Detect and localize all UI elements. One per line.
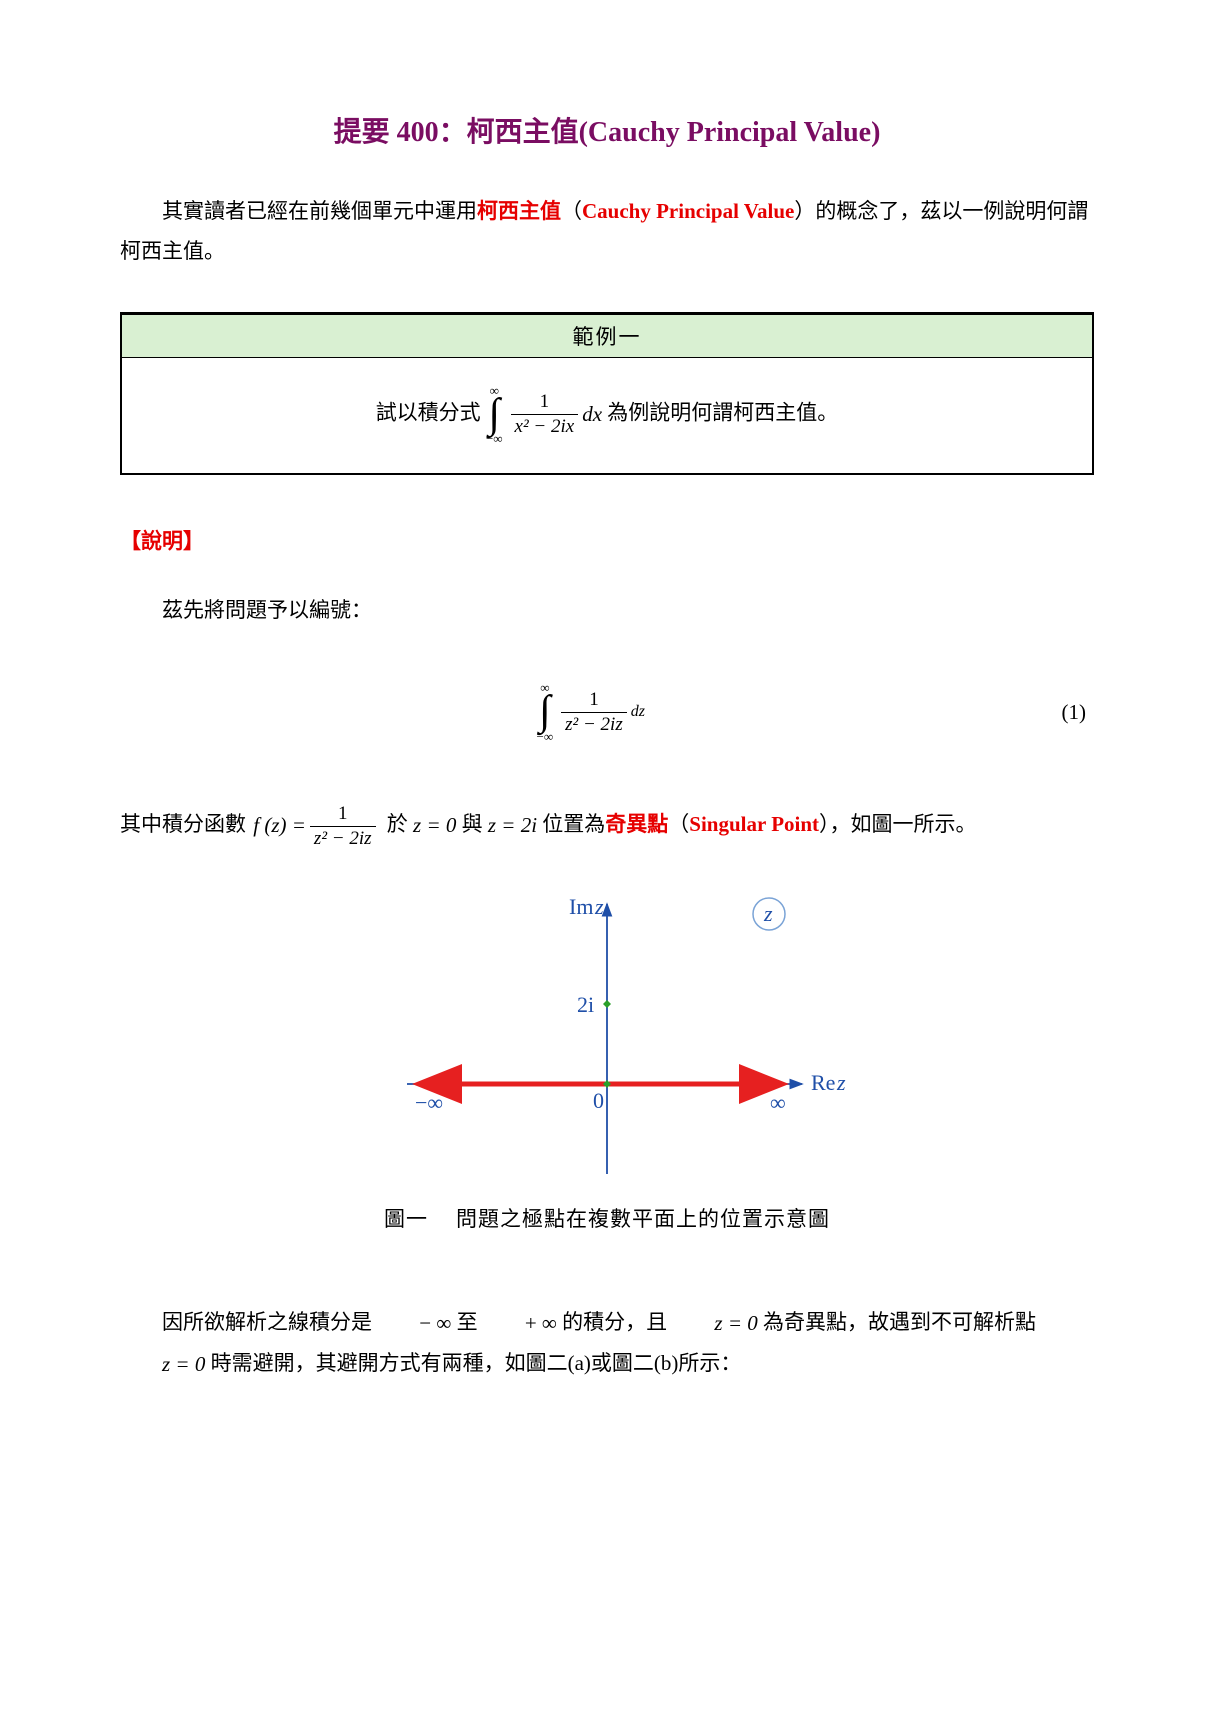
fig1-cap-b: 問題之極點在複數平面上的位置示意圖 [456, 1207, 830, 1231]
para2-mid1: 於 [387, 812, 408, 836]
origin-label: 0 [593, 1088, 604, 1113]
para2-term-zh: 奇異點 [605, 812, 668, 836]
intro-paren-open: （ [561, 199, 582, 223]
re-z: z [836, 1070, 846, 1095]
intro-paren-close: ） [794, 199, 815, 223]
para2-post: ，如圖一所示。 [830, 812, 977, 836]
eq1-frac-num: 1 [585, 689, 603, 712]
para3-d: z = 0 [120, 1345, 205, 1385]
tick-2i: 2i [577, 992, 594, 1017]
para3-a: − ∞ [377, 1304, 451, 1344]
section-label: 【說明】 [120, 525, 1094, 555]
im-label: Im [569, 894, 593, 919]
im-z: z [594, 894, 604, 919]
example-body: 試以積分式 ∞ ∫ −∞ 1 x² − 2ix dx 為例說明何謂柯西主值。 [122, 358, 1092, 474]
para2-frac-den: z² − 2iz [314, 828, 372, 849]
paragraph-1: 茲先將問題予以編號： [120, 591, 1094, 631]
example-post: 為例說明何謂柯西主值。 [607, 400, 838, 424]
fig1-cap-a: 圖一 [384, 1207, 428, 1231]
para2-pre: 其中積分函數 [120, 812, 246, 836]
para3-post: 時需避開，其避開方式有兩種，如圖二(a)或圖二(b)所示： [211, 1351, 742, 1375]
z-circle: z [763, 901, 773, 926]
example-box: 範例一 試以積分式 ∞ ∫ −∞ 1 x² − 2ix dx 為例說明何謂柯西主… [120, 312, 1094, 476]
para2-mid2: 與 [462, 812, 483, 836]
eq1-int-symbol: ∫ [539, 694, 551, 730]
intro-paragraph: 其實讀者已經在前幾個單元中運用柯西主值（Cauchy Principal Val… [120, 192, 1094, 272]
eq1-dz: dz [631, 703, 645, 721]
neg-inf: −∞ [415, 1090, 443, 1115]
equation-1-number: (1) [1062, 700, 1095, 725]
para2-z0: z = 0 [413, 806, 456, 846]
para3-mid3: 為奇異點，故遇到不可解析點 [763, 1310, 1036, 1334]
int-lower: −∞ [486, 432, 503, 445]
para3-mid1: 至 [457, 1310, 478, 1334]
example-header: 範例一 [122, 314, 1092, 358]
intro-term-en: Cauchy Principal Value [582, 199, 794, 223]
intro-pre: 其實讀者已經在前幾個單元中運用 [162, 199, 477, 223]
equation-1: ∞ ∫ −∞ 1 z² − 2iz dz [537, 681, 645, 743]
para2-z2i: z = 2i [488, 806, 537, 846]
paragraph-2: 其中積分函數 f (z) = 1 z² − 2iz 於 z = 0 與 z = … [120, 803, 1094, 850]
para2-frac-num: 1 [334, 803, 352, 826]
para3-b: + ∞ [483, 1304, 557, 1344]
para3-pre: 因所欲解析之線積分是 [162, 1310, 372, 1334]
para2-term-en: Singular Point [689, 812, 819, 836]
example-integral: ∞ ∫ −∞ 1 x² − 2ix dx [486, 384, 602, 446]
page-title: 提要 400：柯西主值(Cauchy Principal Value) [120, 110, 1094, 150]
para2-mid3: 位置為 [542, 812, 605, 836]
re-label: Re [811, 1070, 835, 1095]
para2-fz: f (z) = [253, 806, 306, 846]
eq1-int-lower: −∞ [537, 730, 554, 743]
frac-num: 1 [536, 391, 554, 414]
paragraph-3: 因所欲解析之線積分是 − ∞ 至 + ∞ 的積分，且 z = 0 為奇異點，故遇… [120, 1303, 1094, 1385]
frac-den: x² − 2ix [515, 416, 575, 437]
example-pre: 試以積分式 [376, 400, 481, 424]
equation-1-row: ∞ ∫ −∞ 1 z² − 2iz dz (1) [120, 681, 1094, 743]
figure-1-caption: 圖一 問題之極點在複數平面上的位置示意圖 [120, 1203, 1094, 1233]
para3-mid2: 的積分，且 [562, 1310, 667, 1334]
figure-1: Im z Re z 2i 0 −∞ ∞ z [120, 884, 1094, 1189]
pos-inf: ∞ [770, 1090, 786, 1115]
dx: dx [582, 402, 602, 427]
para2-paren-close: ） [819, 812, 830, 836]
para2-paren-open: （ [668, 812, 689, 836]
int-symbol: ∫ [488, 397, 500, 433]
intro-term-zh: 柯西主值 [477, 199, 561, 223]
eq1-frac-den: z² − 2iz [565, 714, 623, 735]
para3-c: z = 0 [672, 1304, 757, 1344]
